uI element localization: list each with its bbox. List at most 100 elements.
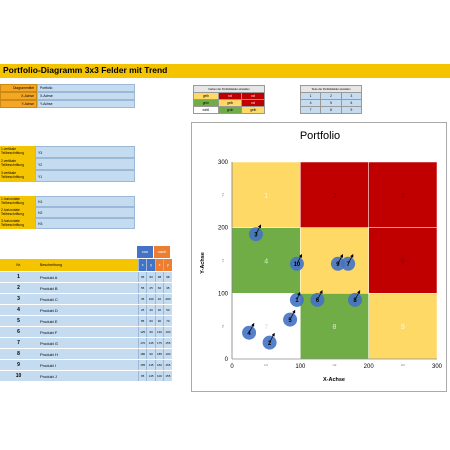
color-cell[interactable]: gelb xyxy=(217,99,243,107)
row-value[interactable]: 170 xyxy=(137,337,147,349)
chart-title: Portfolio xyxy=(300,130,340,142)
portfolio-cell xyxy=(231,227,301,294)
table-row: 7 Produkt G 170 145 175 155 xyxy=(0,337,172,349)
row-description[interactable]: Produkt E xyxy=(37,315,139,327)
text-cell[interactable]: 6 xyxy=(340,99,363,107)
row-value[interactable]: 175 xyxy=(154,337,164,349)
text-cell[interactable]: 3 xyxy=(340,92,363,100)
row-value[interactable]: 25 xyxy=(146,282,156,294)
text-cell[interactable]: 2 xyxy=(320,92,342,100)
row-value[interactable]: 100 xyxy=(154,370,164,382)
hlabel-1-value[interactable]: H1 xyxy=(35,196,135,207)
sheet-title: Portfolio-Diagramm 3x3 Felder mit Trend xyxy=(3,65,168,75)
header-nach-x: x xyxy=(154,259,164,272)
row-value[interactable]: 98 xyxy=(154,271,164,283)
row-value[interactable]: 155 xyxy=(163,337,172,349)
settings-block: Diagrammtitel Portfolio X-Achse X-Achse … xyxy=(0,84,135,108)
nach-header: nach xyxy=(154,246,170,258)
setting-value-y[interactable]: Y-Achse xyxy=(37,100,135,108)
row-value[interactable]: 125 xyxy=(137,326,147,338)
row-value[interactable]: 130 xyxy=(154,326,164,338)
row-value[interactable]: 155 xyxy=(163,370,172,382)
row-value[interactable]: 200 xyxy=(163,293,172,305)
row-value[interactable]: 160 xyxy=(154,359,164,371)
row-value[interactable]: 145 xyxy=(146,370,156,382)
row-description[interactable]: Produkt I xyxy=(37,359,139,371)
row-value[interactable]: 155 xyxy=(163,359,172,371)
row-value[interactable]: 180 xyxy=(137,348,147,360)
x-section-label: H1 xyxy=(264,363,268,367)
hlabel-1-caption: 1.horizontale Teilbeschriftung xyxy=(0,196,35,207)
x-section-label: H3 xyxy=(401,363,405,367)
row-value[interactable]: 30 xyxy=(154,304,164,316)
setting-value-title[interactable]: Portfolio xyxy=(37,84,135,92)
row-value[interactable]: 50 xyxy=(163,304,172,316)
row-value[interactable]: 90 xyxy=(146,326,156,338)
row-value[interactable]: 35 xyxy=(137,293,147,305)
text-cell[interactable]: 8 xyxy=(320,106,342,114)
text-cell[interactable]: 7 xyxy=(299,106,322,114)
color-cell[interactable]: rot xyxy=(217,92,243,100)
vlabel-2-value[interactable]: Y2 xyxy=(35,158,135,170)
color-cell[interactable]: grün xyxy=(193,99,219,107)
hlabel-3-value[interactable]: H3 xyxy=(35,218,135,229)
color-cell[interactable]: grün xyxy=(217,106,243,114)
cell-label: 3 xyxy=(401,193,405,200)
row-description[interactable]: Produkt C xyxy=(37,293,139,305)
y-section-label: Y1 xyxy=(221,324,225,328)
title-bar xyxy=(0,64,450,78)
row-value[interactable]: 95 xyxy=(137,271,147,283)
vlabel-3-value[interactable]: Y1 xyxy=(35,170,135,182)
row-value[interactable]: 145 xyxy=(146,337,156,349)
row-description[interactable]: Produkt B xyxy=(37,282,139,294)
trend-arrow xyxy=(289,309,296,320)
color-cell[interactable]: gelb xyxy=(193,92,219,100)
row-description[interactable]: Produkt J xyxy=(37,370,139,382)
row-value[interactable]: 40 xyxy=(146,304,156,316)
text-cell[interactable]: 5 xyxy=(320,99,342,107)
row-value[interactable]: 90 xyxy=(154,315,164,327)
color-cell[interactable]: rot xyxy=(241,99,265,107)
row-value[interactable]: 55 xyxy=(137,282,147,294)
row-value[interactable]: 90 xyxy=(146,348,156,360)
portfolio-cell xyxy=(300,161,369,228)
row-value[interactable]: 100 xyxy=(163,348,172,360)
text-table-header: Texte der Portfoliofelder einstellen xyxy=(300,85,362,93)
row-value[interactable]: 98 xyxy=(163,271,172,283)
row-value[interactable]: 155 xyxy=(137,359,147,371)
row-value[interactable]: 95 xyxy=(137,370,147,382)
row-description[interactable]: Produkt F xyxy=(37,326,139,338)
row-description[interactable]: Produkt A xyxy=(37,271,139,283)
setting-label-x: X-Achse xyxy=(0,92,37,100)
row-value[interactable]: 35 xyxy=(163,282,172,294)
row-value[interactable]: 85 xyxy=(137,315,147,327)
color-cell[interactable]: gelb xyxy=(241,106,265,114)
row-description[interactable]: Produkt H xyxy=(37,348,139,360)
hlabel-3-caption: 3.horizontale Teilbeschriftung xyxy=(0,218,35,229)
text-cell[interactable]: 4 xyxy=(299,99,322,107)
color-cell[interactable]: weiß xyxy=(193,106,219,114)
text-cell[interactable]: 9 xyxy=(340,106,363,114)
row-value[interactable]: 100 xyxy=(163,326,172,338)
table-row: 10 Produkt J 95 145 100 155 xyxy=(0,370,172,382)
text-cell[interactable]: 1 xyxy=(299,92,322,100)
color-cell[interactable]: rot xyxy=(241,92,265,100)
row-value[interactable]: 60 xyxy=(146,315,156,327)
row-description[interactable]: Produkt G xyxy=(37,337,139,349)
row-value[interactable]: 185 xyxy=(154,348,164,360)
point-label: 1 xyxy=(295,298,299,304)
row-value[interactable]: 70 xyxy=(163,315,172,327)
vlabel-1-value[interactable]: Y3 xyxy=(35,146,135,158)
row-value[interactable]: 90 xyxy=(146,271,156,283)
row-description[interactable]: Produkt D xyxy=(37,304,139,316)
row-value[interactable]: 40 xyxy=(154,293,164,305)
x-tick-label: 200 xyxy=(364,364,375,370)
row-value[interactable]: 25 xyxy=(137,304,147,316)
setting-value-x[interactable]: X-Achse xyxy=(37,92,135,100)
data-point xyxy=(248,227,263,242)
row-value[interactable]: 60 xyxy=(154,282,164,294)
row-value[interactable]: 145 xyxy=(146,359,156,371)
row-value[interactable]: 190 xyxy=(146,293,156,305)
hlabel-2-value[interactable]: H2 xyxy=(35,207,135,218)
trend-arrow xyxy=(347,253,354,264)
